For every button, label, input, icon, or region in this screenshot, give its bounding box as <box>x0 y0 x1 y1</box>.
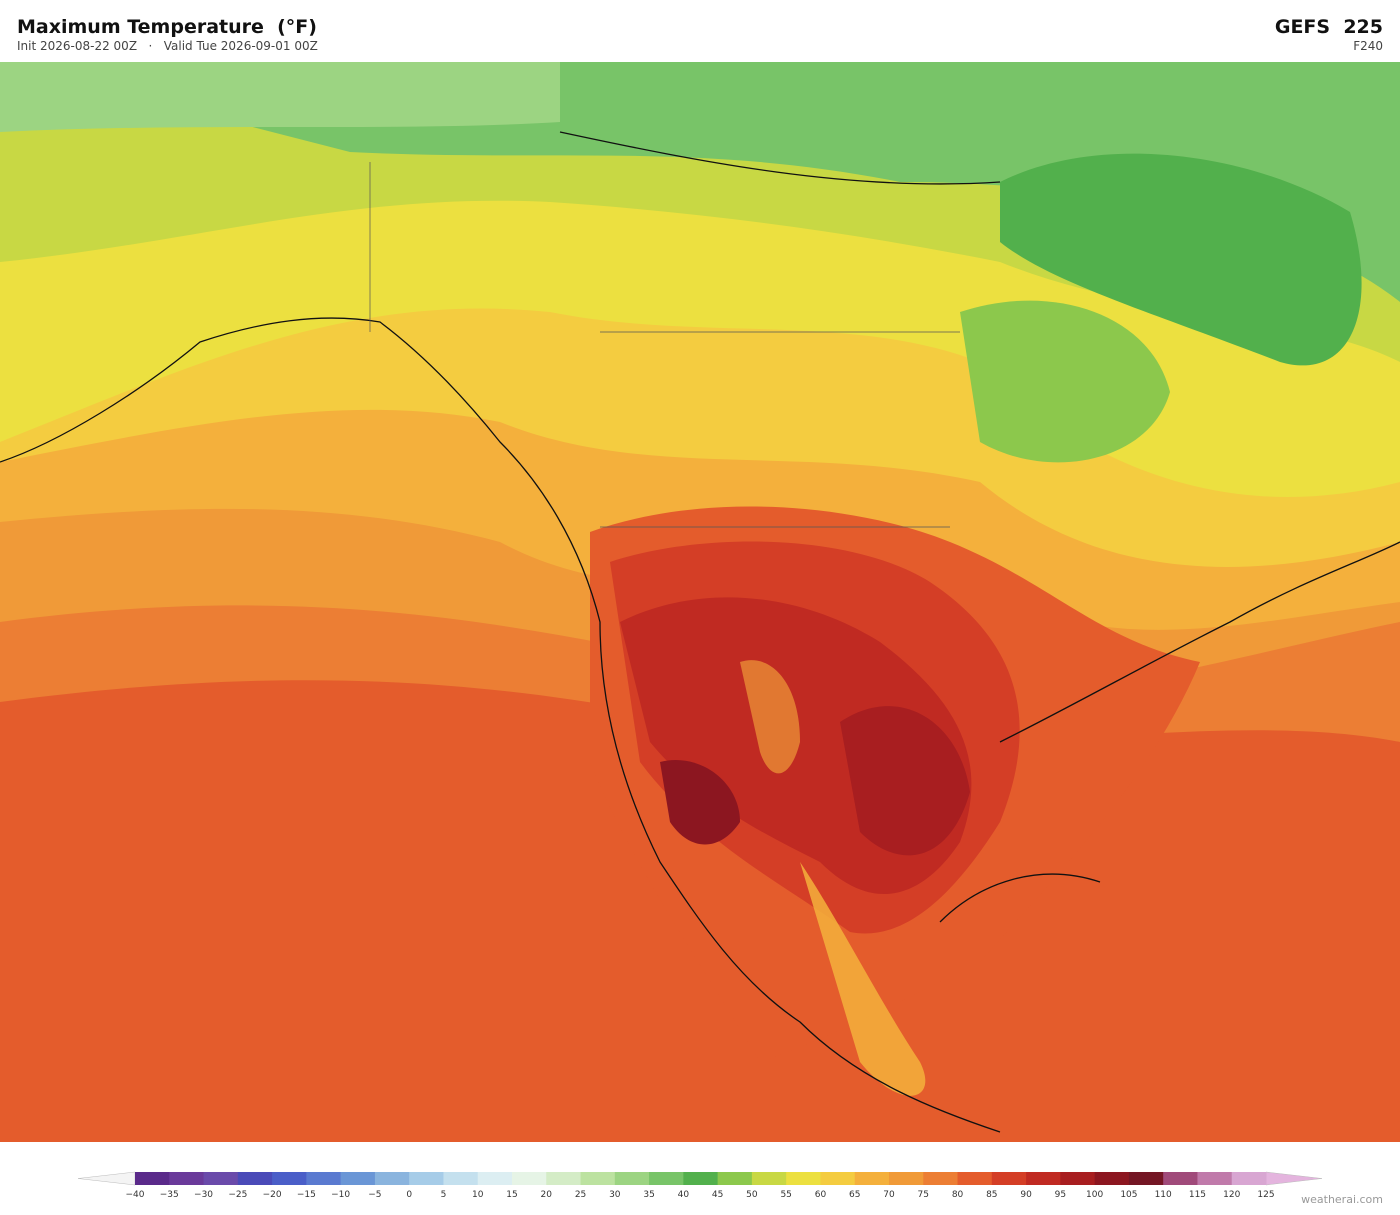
colorbar-tick-label: 90 <box>1020 1190 1032 1200</box>
colorbar-swatch <box>1094 1172 1130 1185</box>
colorbar-swatch <box>443 1172 479 1185</box>
colorbar-swatch <box>1163 1172 1198 1185</box>
colorbar-tick-label: −20 <box>263 1190 282 1200</box>
colorbar-tick-label: −5 <box>368 1190 381 1200</box>
colorbar-swatch <box>237 1172 273 1185</box>
colorbar-swatch <box>683 1172 719 1185</box>
colorbar-tick-label: 110 <box>1155 1190 1172 1200</box>
map <box>0 62 1400 1142</box>
colorbar-tick-label: −35 <box>160 1190 179 1200</box>
colorbar-tick-label: 115 <box>1189 1190 1206 1200</box>
colorbar-tick-label: 120 <box>1223 1190 1240 1200</box>
colorbar-swatch <box>203 1172 239 1185</box>
colorbar-tick-label: 70 <box>883 1190 895 1200</box>
colorbar-swatch <box>272 1172 307 1185</box>
colorbar-tick-label: 105 <box>1120 1190 1137 1200</box>
title: Maximum Temperature (°F) <box>17 16 317 38</box>
colorbar-under <box>77 1171 136 1186</box>
colorbar-tick-label: 50 <box>746 1190 758 1200</box>
colorbar-swatch <box>820 1172 856 1185</box>
colorbar-swatch <box>306 1172 342 1185</box>
colorbar-tick-label: −40 <box>126 1190 145 1200</box>
colorbar-tick-label: 60 <box>815 1190 827 1200</box>
colorbar-swatch <box>1231 1172 1267 1185</box>
colorbar-swatch <box>854 1172 890 1185</box>
colorbar-tick-label: −10 <box>331 1190 350 1200</box>
colorbar-tick-label: 80 <box>952 1190 964 1200</box>
colorbar-swatch <box>580 1172 616 1185</box>
colorbar-swatch <box>889 1172 924 1185</box>
colorbar-swatch <box>1197 1172 1233 1185</box>
colorbar-swatch <box>340 1172 376 1185</box>
colorbar-tick-label: 35 <box>643 1190 654 1200</box>
watermark: weatherai.com <box>1301 1193 1383 1206</box>
colorbar-swatch <box>751 1172 787 1185</box>
colorbar-tick-label: 25 <box>575 1190 586 1200</box>
colorbar-tick-label: 30 <box>609 1190 621 1200</box>
colorbar-tick-label: −15 <box>297 1190 316 1200</box>
colorbar-tick-label: 15 <box>506 1190 517 1200</box>
colorbar-swatch <box>169 1172 205 1185</box>
colorbar-tick-label: 20 <box>541 1190 553 1200</box>
colorbar: −40 −35 −30 −25 −20 −15 −10 −5 0 5 10 15 20 25 30 35 40 4… <box>77 1171 1323 1200</box>
colorbar-swatch <box>991 1172 1027 1185</box>
colorbar-tick-label: −30 <box>194 1190 213 1200</box>
colorbar-swatch <box>786 1172 821 1185</box>
colorbar-swatch <box>546 1172 582 1185</box>
colorbar-tick-label: 40 <box>678 1190 690 1200</box>
forecast-hour: F240 <box>1353 39 1383 53</box>
colorbar-swatch <box>1060 1172 1096 1185</box>
colorbar-swatch <box>135 1172 170 1185</box>
colorbar-over <box>1265 1171 1323 1186</box>
colorbar-tick-label: 0 <box>406 1190 412 1200</box>
colorbar-swatch <box>1026 1172 1061 1185</box>
colorbar-tick-label: 85 <box>986 1190 997 1200</box>
colorbar-swatch <box>717 1172 753 1185</box>
colorbar-tick-label: 45 <box>712 1190 723 1200</box>
colorbar-tick-label: 125 <box>1257 1190 1274 1200</box>
colorbar-swatch <box>957 1172 993 1185</box>
model-name: GEFS 225 <box>1274 16 1383 38</box>
colorbar-swatch <box>374 1172 410 1185</box>
colorbar-tick-label: 10 <box>472 1190 484 1200</box>
colorbar-tick-label: 100 <box>1086 1190 1103 1200</box>
colorbar-swatch <box>649 1172 684 1185</box>
colorbar-tick-label: −25 <box>228 1190 247 1200</box>
colorbar-swatch <box>512 1172 547 1185</box>
colorbar-swatch <box>1128 1172 1164 1185</box>
colorbar-swatch <box>614 1172 650 1185</box>
colorbar-tick-label: 65 <box>849 1190 860 1200</box>
colorbar-swatch <box>923 1172 959 1185</box>
colorbar-tick-label: 75 <box>918 1190 929 1200</box>
colorbar-tick-label: 95 <box>1055 1190 1066 1200</box>
colorbar-swatch <box>477 1172 513 1185</box>
colorbar-swatch <box>409 1172 444 1185</box>
colorbar-tick-label: 55 <box>780 1190 791 1200</box>
subtitle: Init 2026-08-22 00Z · Valid Tue 2026-09-… <box>17 39 318 53</box>
colorbar-tick-label: 5 <box>441 1190 447 1200</box>
